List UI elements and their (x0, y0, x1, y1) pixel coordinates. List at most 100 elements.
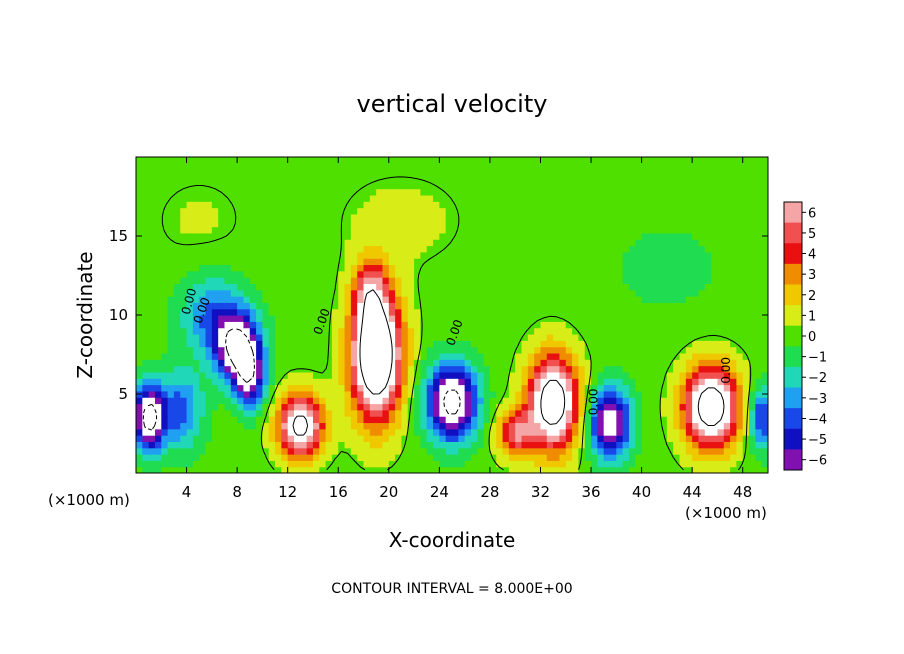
heat-cell (148, 226, 156, 234)
heat-cell (711, 454, 719, 461)
heat-cell (433, 277, 440, 284)
heat-cell (628, 220, 636, 228)
heat-cell (344, 397, 352, 405)
heat-cell (477, 409, 485, 417)
heat-cell (211, 157, 219, 164)
heat-cell (553, 378, 561, 386)
heat-cell (388, 201, 396, 209)
heat-cell (243, 220, 251, 228)
heat-cell (641, 175, 649, 183)
heat-cell (591, 296, 598, 303)
heat-cell (508, 239, 516, 247)
heat-cell (319, 327, 327, 335)
heat-cell (464, 175, 472, 183)
heat-cell (287, 435, 295, 442)
heat-cell (388, 163, 396, 171)
heat-cell (319, 384, 327, 392)
heat-cell (572, 182, 579, 190)
heat-cell (572, 435, 579, 442)
heat-cell (628, 359, 636, 367)
heat-cell (186, 182, 194, 190)
heat-cell (154, 435, 162, 442)
heat-cell (477, 352, 485, 360)
heat-cell (136, 435, 143, 442)
heat-cell (230, 175, 238, 183)
heat-cell (572, 371, 579, 379)
heat-cell (452, 460, 459, 468)
heat-cell (294, 182, 301, 190)
heat-cell (395, 302, 403, 310)
heat-cell (161, 194, 169, 202)
heat-cell (281, 416, 289, 424)
heat-cell (148, 403, 156, 411)
heat-cell (369, 283, 377, 291)
heat-cell (692, 466, 700, 473)
heat-cell (755, 302, 763, 310)
heat-cell (666, 251, 674, 259)
heat-cell (186, 289, 194, 297)
heat-cell (597, 289, 605, 297)
heat-cell (597, 359, 605, 367)
heat-cell (192, 245, 200, 253)
heat-cell (464, 321, 472, 329)
heat-cell (698, 239, 706, 247)
heat-cell (433, 346, 440, 354)
heat-cell (344, 220, 352, 228)
heat-cell (395, 213, 403, 221)
heat-cell (458, 239, 466, 247)
heat-cell (622, 397, 630, 405)
heat-cell (249, 289, 257, 297)
heat-cell (464, 207, 472, 215)
heat-cell (628, 226, 636, 234)
heat-cell (154, 289, 162, 297)
heat-cell (401, 207, 409, 215)
heat-cell (312, 333, 320, 341)
heat-cell (407, 169, 415, 177)
heat-cell (685, 194, 693, 202)
heat-cell (698, 346, 706, 354)
heat-cell (382, 169, 390, 177)
heat-cell (591, 365, 598, 373)
heat-cell (654, 270, 662, 278)
heat-cell (344, 371, 352, 379)
heat-cell (452, 175, 459, 183)
heat-cell (287, 327, 295, 335)
heat-cell (654, 264, 662, 272)
heat-cell (211, 409, 219, 417)
heat-cell (287, 283, 295, 291)
heat-cell (603, 175, 611, 183)
heat-cell (243, 270, 251, 278)
heat-cell (199, 308, 207, 316)
heat-cell (192, 390, 200, 398)
heat-cell (622, 289, 630, 297)
heat-cell (521, 315, 529, 322)
heat-cell (256, 422, 263, 430)
heat-cell (559, 428, 567, 436)
heat-cell (546, 226, 554, 234)
heat-cell (597, 333, 605, 341)
heat-cell (666, 258, 674, 266)
heat-cell (647, 435, 655, 442)
heat-cell (679, 352, 687, 360)
heat-cell (407, 460, 415, 468)
heat-cell (192, 365, 200, 373)
heat-cell (711, 226, 719, 234)
heat-cell (591, 258, 598, 266)
heat-cell (275, 447, 282, 455)
heat-cell (515, 352, 523, 360)
heat-cell (616, 321, 624, 329)
heat-cell (439, 277, 447, 284)
heat-cell (230, 352, 238, 360)
heat-cell (666, 315, 674, 322)
heat-cell (502, 333, 510, 341)
heat-cell (325, 460, 333, 468)
heat-cell (401, 454, 409, 461)
heat-cell (483, 441, 491, 449)
heat-cell (262, 213, 270, 221)
heat-cell (294, 239, 301, 247)
heat-cell (540, 163, 548, 171)
heat-cell (237, 403, 245, 411)
heat-cell (610, 384, 617, 392)
heat-cell (262, 220, 270, 228)
heat-cell (433, 302, 440, 310)
